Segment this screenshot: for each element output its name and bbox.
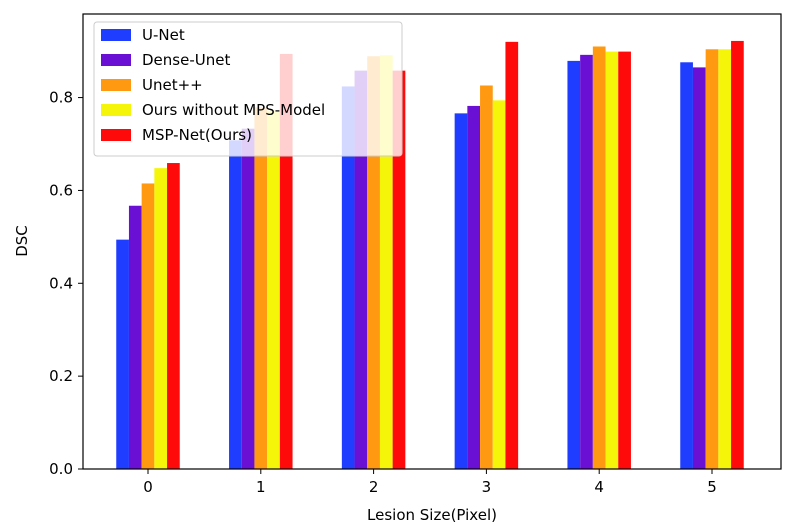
bar-unet-2 [367,56,380,469]
bar-msp-net-ours-2 [392,70,406,469]
bar-dense-unet-2 [354,70,368,469]
bar-ours-without-mps-model-3 [492,100,506,470]
legend-label: Dense-Unet [142,51,230,69]
bar-msp-net-ours-4 [618,51,631,470]
legend: U-Net Dense-Unet Unet++ Ours without MPS-Mo… [93,21,403,157]
legend-swatch [101,29,131,41]
bars-group [116,40,744,470]
legend-label: MSP-Net(Ours) [142,126,252,144]
bar-unet-5 [705,49,719,469]
bar-ours-without-mps-model-5 [718,49,732,469]
x-tick-label: 1 [256,478,266,496]
legend-label: Unet++ [142,76,203,94]
bar-unet-1 [254,107,268,469]
bar-msp-net-ours-3 [505,41,519,470]
bar-u-net-4 [567,60,581,469]
bar-u-net-2 [341,86,355,470]
bar-unet-0 [141,183,155,469]
x-ticks-group: 0 1 2 3 4 5 [143,469,717,496]
legend-label: Ours without MPS-Model [142,101,325,119]
y-tick-label: 0.2 [49,367,73,385]
bar-dense-unet-3 [467,105,481,470]
y-tick-label: 0.0 [49,460,73,478]
bar-u-net-0 [116,239,129,469]
bar-msp-net-ours-1 [279,53,293,470]
y-ticks-group: 0.0 0.2 0.4 0.6 0.8 [49,89,83,478]
bar-dense-unet-1 [241,128,255,469]
bar-msp-net-ours-5 [731,40,744,470]
bar-ours-without-mps-model-2 [379,55,393,469]
plot-frame [82,13,782,470]
x-tick-label: 0 [143,478,153,496]
bar-u-net-5 [680,62,693,469]
bar-dense-unet-5 [692,67,706,469]
bar-u-net-1 [229,140,242,470]
y-axis-label: DSC [13,225,31,257]
bar-dense-unet-4 [580,54,593,470]
bar-msp-net-ours-0 [167,163,180,470]
x-tick-label: 4 [594,478,604,496]
y-tick-label: 0.8 [49,89,73,107]
bar-unet-3 [480,85,493,469]
x-tick-label: 3 [482,478,492,496]
bar-dense-unet-0 [128,205,142,469]
bar-u-net-3 [454,113,468,470]
legend-swatch [101,129,131,141]
x-tick-label: 2 [369,478,379,496]
x-tick-label: 5 [707,478,717,496]
legend-swatch [101,54,131,66]
bar-ours-without-mps-model-4 [605,51,619,470]
y-tick-label: 0.4 [49,274,73,292]
bar-unet-4 [592,46,606,469]
legend-swatch [101,79,131,91]
bar-ours-without-mps-model-1 [267,110,280,469]
legend-label: U-Net [142,26,185,44]
bar-ours-without-mps-model-0 [154,168,168,469]
legend-box [93,21,403,157]
x-axis-label: Lesion Size(Pixel) [367,506,497,524]
legend-swatch [101,104,131,116]
y-tick-label: 0.6 [49,181,73,199]
